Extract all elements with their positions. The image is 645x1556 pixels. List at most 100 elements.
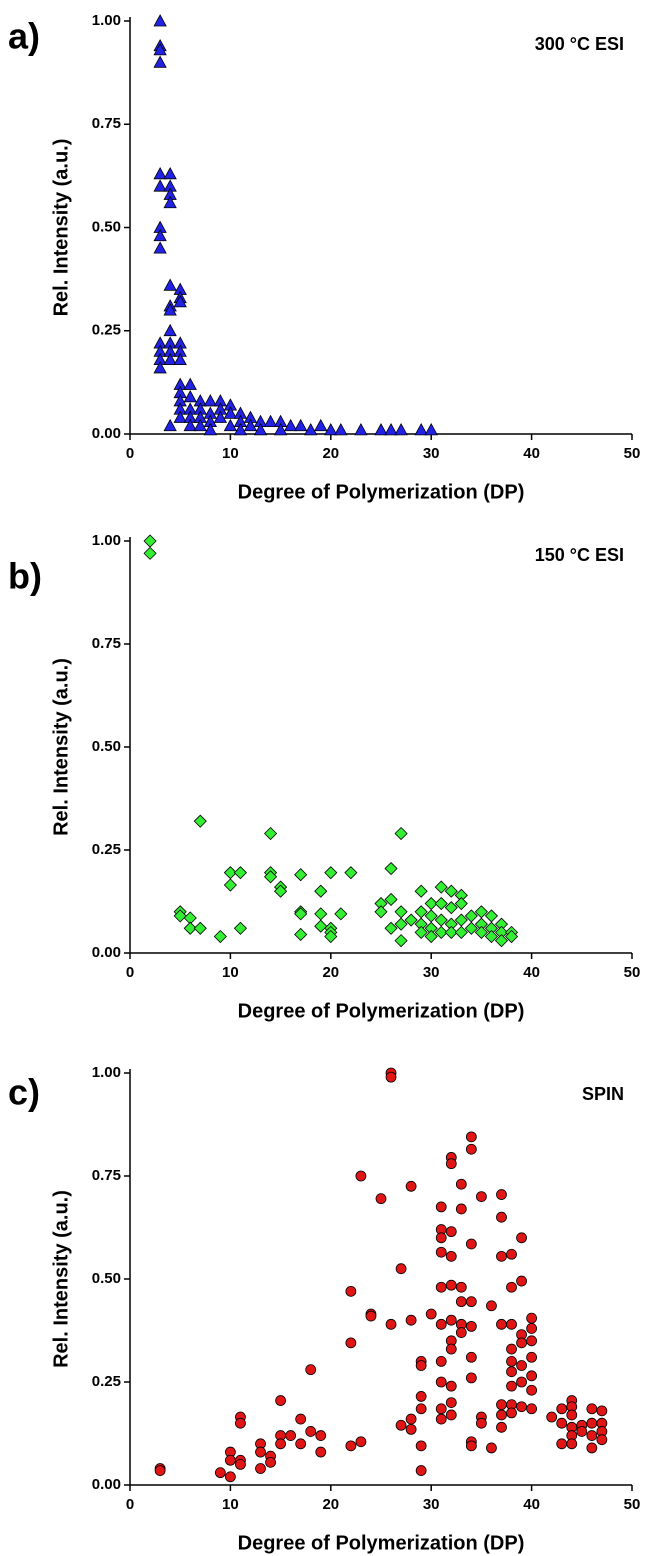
data-point — [435, 1376, 447, 1388]
data-point — [193, 814, 207, 828]
data-point — [465, 1296, 477, 1308]
data-point — [435, 1201, 447, 1213]
data-point — [494, 934, 509, 948]
data-point — [255, 1463, 266, 1474]
data-point — [384, 921, 398, 935]
data-point — [445, 1343, 457, 1355]
x-tick-label: 30 — [423, 445, 440, 462]
data-point — [153, 241, 167, 254]
x-axis-label: Degree of Polymerization (DP) — [238, 1000, 525, 1022]
x-tick-label: 50 — [624, 964, 641, 981]
data-point — [516, 1275, 527, 1287]
data-point — [273, 423, 288, 436]
data-point — [455, 1178, 467, 1190]
data-point — [183, 389, 197, 403]
data-point — [455, 1281, 467, 1293]
data-point — [445, 1397, 457, 1408]
data-point — [455, 1203, 467, 1215]
panel-label: a) — [8, 16, 40, 57]
y-tick-label: 1.00 — [92, 1064, 121, 1081]
data-point — [345, 1440, 357, 1452]
data-point — [275, 1395, 287, 1406]
data-point — [394, 934, 408, 948]
data-point — [435, 1232, 447, 1244]
data-point — [414, 884, 428, 898]
data-point — [444, 925, 458, 939]
data-point — [434, 896, 448, 911]
data-point — [526, 1312, 537, 1324]
data-point — [213, 929, 227, 944]
data-point — [153, 55, 167, 68]
data-point — [265, 1456, 276, 1468]
data-point — [345, 1285, 357, 1297]
data-point — [496, 1211, 507, 1223]
x-tick-label: 0 — [126, 964, 134, 981]
data-point — [444, 901, 458, 915]
y-tick-label: 0.25 — [92, 322, 121, 339]
data-point — [275, 1438, 287, 1450]
data-point — [435, 1246, 447, 1258]
data-point — [314, 919, 328, 933]
data-point — [385, 1318, 397, 1330]
y-axis-label: Rel. Intensity (a.u.) — [50, 139, 72, 317]
data-point — [183, 418, 197, 432]
data-point — [425, 1308, 437, 1320]
data-point — [435, 1281, 447, 1293]
data-point — [283, 418, 298, 432]
data-point — [263, 414, 278, 428]
data-point — [213, 410, 228, 423]
data-point — [424, 423, 438, 436]
y-tick-label: 0.50 — [92, 1270, 121, 1287]
data-point — [223, 418, 238, 432]
data-point — [295, 1438, 307, 1450]
data-point — [435, 1356, 447, 1367]
data-point — [384, 423, 398, 436]
data-point — [454, 896, 468, 911]
data-point — [203, 423, 217, 436]
data-point — [504, 929, 519, 944]
data-point — [526, 1370, 537, 1382]
data-point — [163, 278, 177, 291]
data-point — [294, 418, 308, 432]
data-point — [334, 423, 348, 436]
data-point — [516, 1232, 527, 1244]
data-point — [516, 1401, 527, 1413]
x-tick-label: 0 — [126, 445, 134, 462]
x-tick-label: 10 — [222, 964, 239, 981]
data-point — [324, 866, 338, 880]
data-point — [506, 1380, 517, 1392]
data-point — [365, 1310, 377, 1322]
data-point — [255, 1446, 266, 1458]
panel-label: c) — [8, 1072, 40, 1113]
x-tick-label: 50 — [624, 1496, 641, 1513]
data-point — [153, 361, 167, 374]
data-point — [233, 866, 248, 880]
data-point — [506, 1366, 517, 1378]
y-tick-label: 0.00 — [92, 1476, 121, 1493]
data-point — [526, 1384, 537, 1396]
x-tick-label: 0 — [126, 1496, 134, 1513]
x-tick-label: 20 — [322, 445, 339, 462]
data-point — [415, 1360, 427, 1371]
x-tick-label: 40 — [523, 964, 540, 981]
data-point — [143, 546, 157, 560]
data-point — [384, 861, 398, 876]
x-axis-label: Degree of Polymerization (DP) — [238, 1532, 525, 1554]
data-point — [163, 418, 177, 432]
annotation: 300 °C ESI — [535, 34, 624, 54]
data-point — [586, 1442, 598, 1454]
data-point — [304, 423, 318, 436]
data-point — [163, 195, 177, 209]
data-point — [496, 1421, 507, 1433]
y-axis-label: Rel. Intensity (a.u.) — [50, 1190, 72, 1368]
x-axis-label: Degree of Polymerization (DP) — [238, 481, 525, 503]
x-tick-label: 30 — [423, 964, 440, 981]
x-tick-label: 40 — [523, 445, 540, 462]
data-point — [465, 1238, 477, 1250]
x-tick-label: 10 — [222, 445, 239, 462]
data-point — [305, 1426, 317, 1437]
data-point — [163, 352, 177, 366]
data-point — [294, 868, 308, 882]
data-point — [193, 921, 207, 935]
